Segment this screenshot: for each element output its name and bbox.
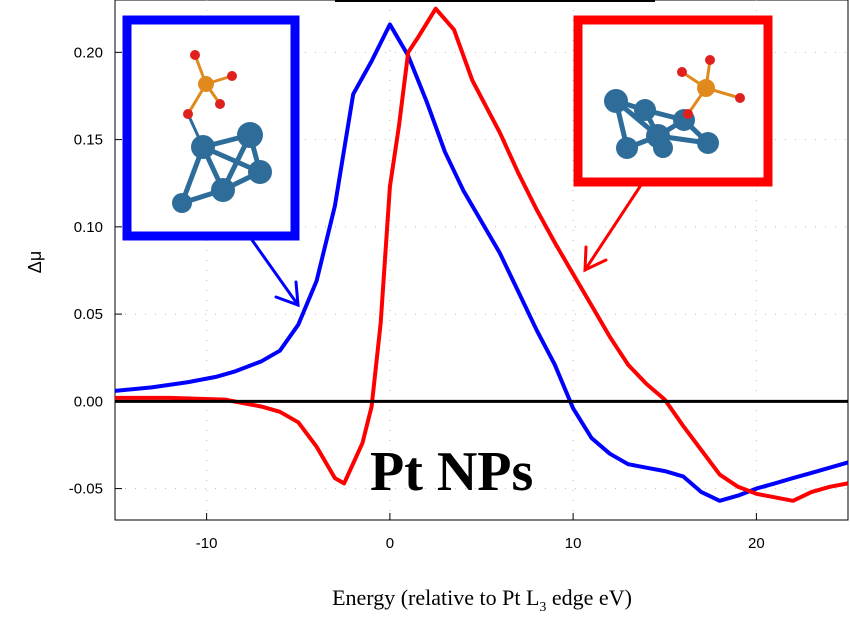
x-axis-label: Energy (relative to Pt L3 edge eV) bbox=[332, 585, 632, 614]
x-axis-label-tail: edge eV) bbox=[546, 585, 632, 610]
y-tick-label: 0.15 bbox=[74, 132, 103, 149]
y-tick-label: 0.05 bbox=[74, 306, 103, 323]
molecule-icon-red bbox=[604, 55, 745, 159]
y-tick-label: 0.00 bbox=[74, 393, 103, 410]
y-tick-label: -0.05 bbox=[69, 481, 103, 498]
annotation-pt-nps: Pt NPs bbox=[370, 441, 533, 503]
x-tick-label: 20 bbox=[748, 535, 765, 552]
series-lines bbox=[114, 6, 849, 503]
red-arrow bbox=[583, 180, 645, 273]
y-tick-label: 0.20 bbox=[74, 44, 103, 61]
x-axis-label-main: Energy (relative to Pt L bbox=[332, 585, 539, 610]
blue-inset bbox=[122, 15, 300, 241]
x-tick-label: 0 bbox=[386, 535, 394, 552]
x-axis-label-sub: 3 bbox=[539, 600, 546, 614]
x-tick-label: 10 bbox=[565, 535, 582, 552]
blue-arrow bbox=[250, 238, 300, 308]
blue-inset-frame bbox=[122, 15, 300, 241]
y-axis-label: Δμ bbox=[25, 251, 45, 273]
x-tick-label: -10 bbox=[196, 535, 218, 552]
red-inset bbox=[573, 15, 773, 187]
series-blue-line bbox=[114, 22, 849, 503]
series-red-line bbox=[115, 6, 849, 503]
molecule-icon-blue bbox=[172, 50, 272, 213]
y-tick-label: 0.10 bbox=[74, 219, 103, 236]
axis-ticks: -10 0 10 20 -0.05 0.00 0.05 0.10 0.15 0.20 bbox=[69, 44, 765, 552]
